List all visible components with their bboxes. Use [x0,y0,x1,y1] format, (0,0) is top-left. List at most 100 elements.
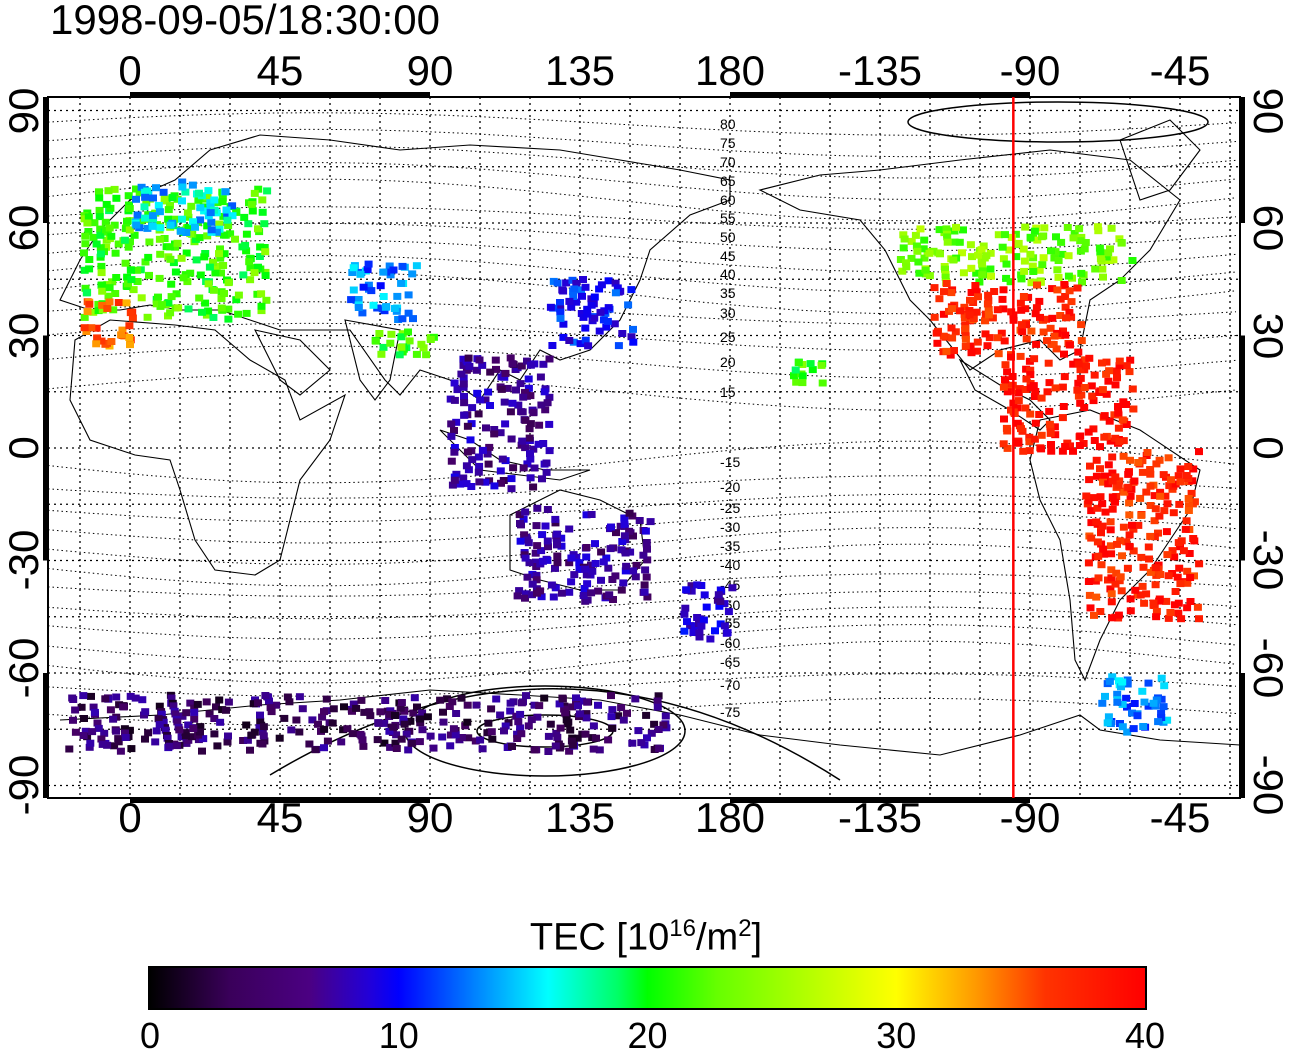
tec-pixel [1059,403,1068,410]
tec-pixel [292,716,301,724]
tec-pixel [149,194,157,202]
tec-pixel [1175,500,1184,508]
tec-pixel [1144,702,1153,710]
tec-pixel [994,350,1003,358]
frame-bar-left [43,335,48,561]
tec-pixel [248,207,257,215]
tec-pixel [915,269,924,277]
tec-pixel [408,270,417,278]
tec-pixel [173,718,182,726]
tec-pixel [978,271,987,279]
tec-pixel [184,305,193,313]
tec-pixel [595,285,604,293]
tec-pixel [188,181,197,189]
tec-pixel [617,704,626,712]
tec-pixel [693,581,702,589]
tec-pixel [655,745,664,753]
tec-pixel [96,244,105,252]
tec-pixel [114,240,123,248]
tec-pixel [572,694,580,702]
tec-pixel [1118,723,1127,731]
tec-pixel [582,710,591,718]
tec-pixel [641,566,650,574]
lat-tick-left: 60 [0,204,47,252]
tec-pixel [152,727,161,735]
tec-pixel [965,311,974,319]
tec-pixel [553,279,562,287]
tec-pixel [1114,481,1123,489]
tec-pixel [249,700,258,708]
tec-pixel [643,545,651,553]
tec-pixel [626,548,635,556]
tec-pixel [990,288,999,295]
tec-pixel [1125,511,1134,519]
tec-pixel [1174,472,1183,480]
tec-pixel [1045,379,1054,387]
tec-pixel [523,460,532,468]
tec-pixel [1156,571,1165,578]
tec-pixel [184,213,193,221]
tec-pixel [171,268,180,276]
tec-pixel [999,305,1008,313]
tec-pixel [106,204,115,212]
tec-pixel [155,208,164,216]
tec-pixel [167,280,176,288]
tec-pixel [1037,445,1046,453]
tec-pixel [86,739,95,747]
tec-pixel [1058,414,1067,422]
tec-pixel [1063,224,1072,231]
tec-pixel [216,245,224,253]
tec-pixel [608,724,617,732]
tec-pixel [642,711,651,719]
tec-pixel [955,238,964,246]
tec-pixel [1007,353,1015,361]
tec-pixel [587,511,596,518]
tec-pixel [549,593,558,601]
tec-pixel [576,340,585,348]
tec-pixel [93,334,102,342]
lon-tick-bottom: 45 [256,794,304,841]
lon-tick-bottom: -135 [837,794,923,841]
tec-pixel [416,715,424,723]
colorbar-tick: 10 [378,1015,419,1056]
tec-pixel [190,704,199,712]
tec-pixel [219,262,228,269]
tec-pixel [360,708,369,716]
tec-pixel [921,270,930,278]
frame-bar-bottom [730,798,1030,803]
tec-pixel [126,692,135,700]
tec-pixel [582,553,591,561]
tec-pixel [528,591,536,599]
tec-pixel [1032,340,1041,348]
tec-pixel [1111,381,1120,389]
tec-pixel [1126,492,1135,500]
tec-pixel [523,536,532,544]
tec-pixel [141,214,149,222]
tec-pixel [260,244,269,251]
tec-pixel [1058,383,1067,391]
tec-pixel [250,189,259,197]
tec-pixel [100,729,109,737]
tec-pixel [569,293,578,300]
tec-pixel [920,254,929,262]
tec-pixel [1043,388,1052,396]
tec-pixel [947,324,956,332]
tec-pixel [695,629,704,637]
tec-pixel [1014,397,1023,405]
tec-pixel [983,300,992,308]
tec-pixel [1124,483,1133,491]
tec-pixel [1095,244,1104,252]
tec-pixel [503,744,512,751]
tec-pixel [254,185,263,193]
tec-pixel [1107,590,1116,598]
lon-tick-bottom: 90 [406,794,454,841]
lat-tick-right: 90 [1245,87,1292,135]
tec-pixel [125,226,134,234]
tec-pixel [896,256,905,263]
tec-pixel [682,586,691,594]
tec-pixel [540,694,549,702]
tec-pixel [1143,449,1152,456]
tec-pixel [1179,547,1188,555]
tec-pixel [250,728,259,736]
tec-pixel [941,265,949,273]
